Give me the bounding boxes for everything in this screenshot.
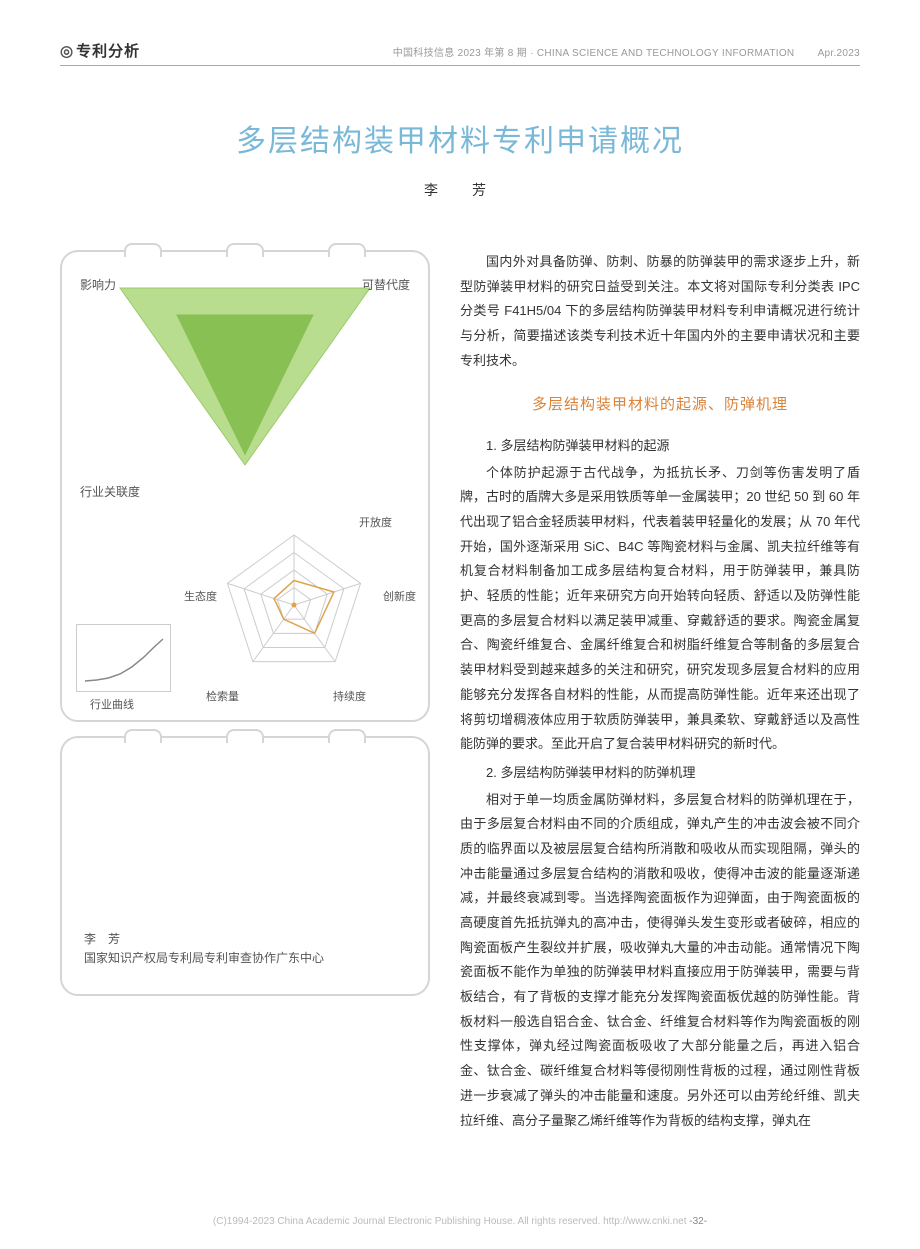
subsection-heading: 2. 多层结构防弹装甲材料的防弹机理 (460, 761, 860, 786)
page-footer: (C)1994-2023 China Academic Journal Elec… (0, 1216, 920, 1227)
triangle-chart: 影响力 可替代度 行业关联度 (76, 270, 414, 500)
card-tabs (62, 729, 428, 743)
tab (328, 243, 366, 257)
journal-info: 中国科技信息 2023 年第 8 期 · CHINA SCIENCE AND T… (140, 44, 860, 59)
curve-caption: 行业曲线 (90, 696, 134, 712)
author-affiliation: 李 芳 国家知识产权局专利局专利审查协作广东中心 (84, 930, 324, 968)
info-card: 李 芳 国家知识产权局专利局专利审查协作广东中心 (60, 736, 430, 996)
radar-svg (184, 510, 404, 700)
tab (328, 729, 366, 743)
tri-vertex-label: 行业关联度 (80, 483, 140, 500)
article-author: 李 芳 (60, 180, 860, 200)
page-number: -32- (689, 1216, 707, 1227)
affil-org: 国家知识产权局专利局专利审查协作广东中心 (84, 949, 324, 968)
tri-vertex-label: 可替代度 (362, 276, 410, 293)
copyright-text: (C)1994-2023 China Academic Journal Elec… (213, 1216, 687, 1227)
intro-paragraph: 国内外对具备防弹、防刺、防暴的防弹装甲的需求逐步上升，新型防弹装甲材料的研究日益… (460, 250, 860, 373)
affil-name: 李 芳 (84, 930, 324, 949)
industry-curve-box (76, 624, 171, 692)
radar-section: 行业曲线 开放度 创新度 持续度 检索量 生态度 (76, 510, 414, 710)
radar-axis-label: 创新度 (383, 588, 416, 604)
body-paragraph: 相对于单一均质金属防弹材料，多层复合材料的防弹机理在于，由于多层复合材料由不同的… (460, 788, 860, 1134)
radar-axis-label: 检索量 (206, 688, 239, 704)
body-paragraph: 个体防护起源于古代战争，为抵抗长矛、刀剑等伤害发明了盾牌，古时的盾牌大多是采用铁… (460, 461, 860, 757)
metrics-card: 影响力 可替代度 行业关联度 行业曲线 (60, 250, 430, 722)
section-tag: 专利分析 (60, 40, 140, 61)
radar-axis-label: 持续度 (333, 688, 366, 704)
radar-axis-label: 生态度 (184, 588, 217, 604)
tri-vertex-label: 影响力 (80, 276, 116, 293)
triangle-svg (95, 270, 395, 480)
tab (226, 729, 264, 743)
tab (124, 243, 162, 257)
card-tabs (62, 243, 428, 257)
article-title: 多层结构装甲材料专利申请概况 (60, 116, 860, 160)
curve-svg (81, 629, 168, 689)
tab (226, 243, 264, 257)
subsection-heading: 1. 多层结构防弹装甲材料的起源 (460, 434, 860, 459)
page-header: 专利分析 中国科技信息 2023 年第 8 期 · CHINA SCIENCE … (60, 40, 860, 66)
section-heading: 多层结构装甲材料的起源、防弹机理 (460, 391, 860, 420)
radar-axis-label: 开放度 (359, 514, 392, 530)
tab (124, 729, 162, 743)
article-body: 国内外对具备防弹、防刺、防暴的防弹装甲的需求逐步上升，新型防弹装甲材料的研究日益… (460, 250, 860, 1135)
